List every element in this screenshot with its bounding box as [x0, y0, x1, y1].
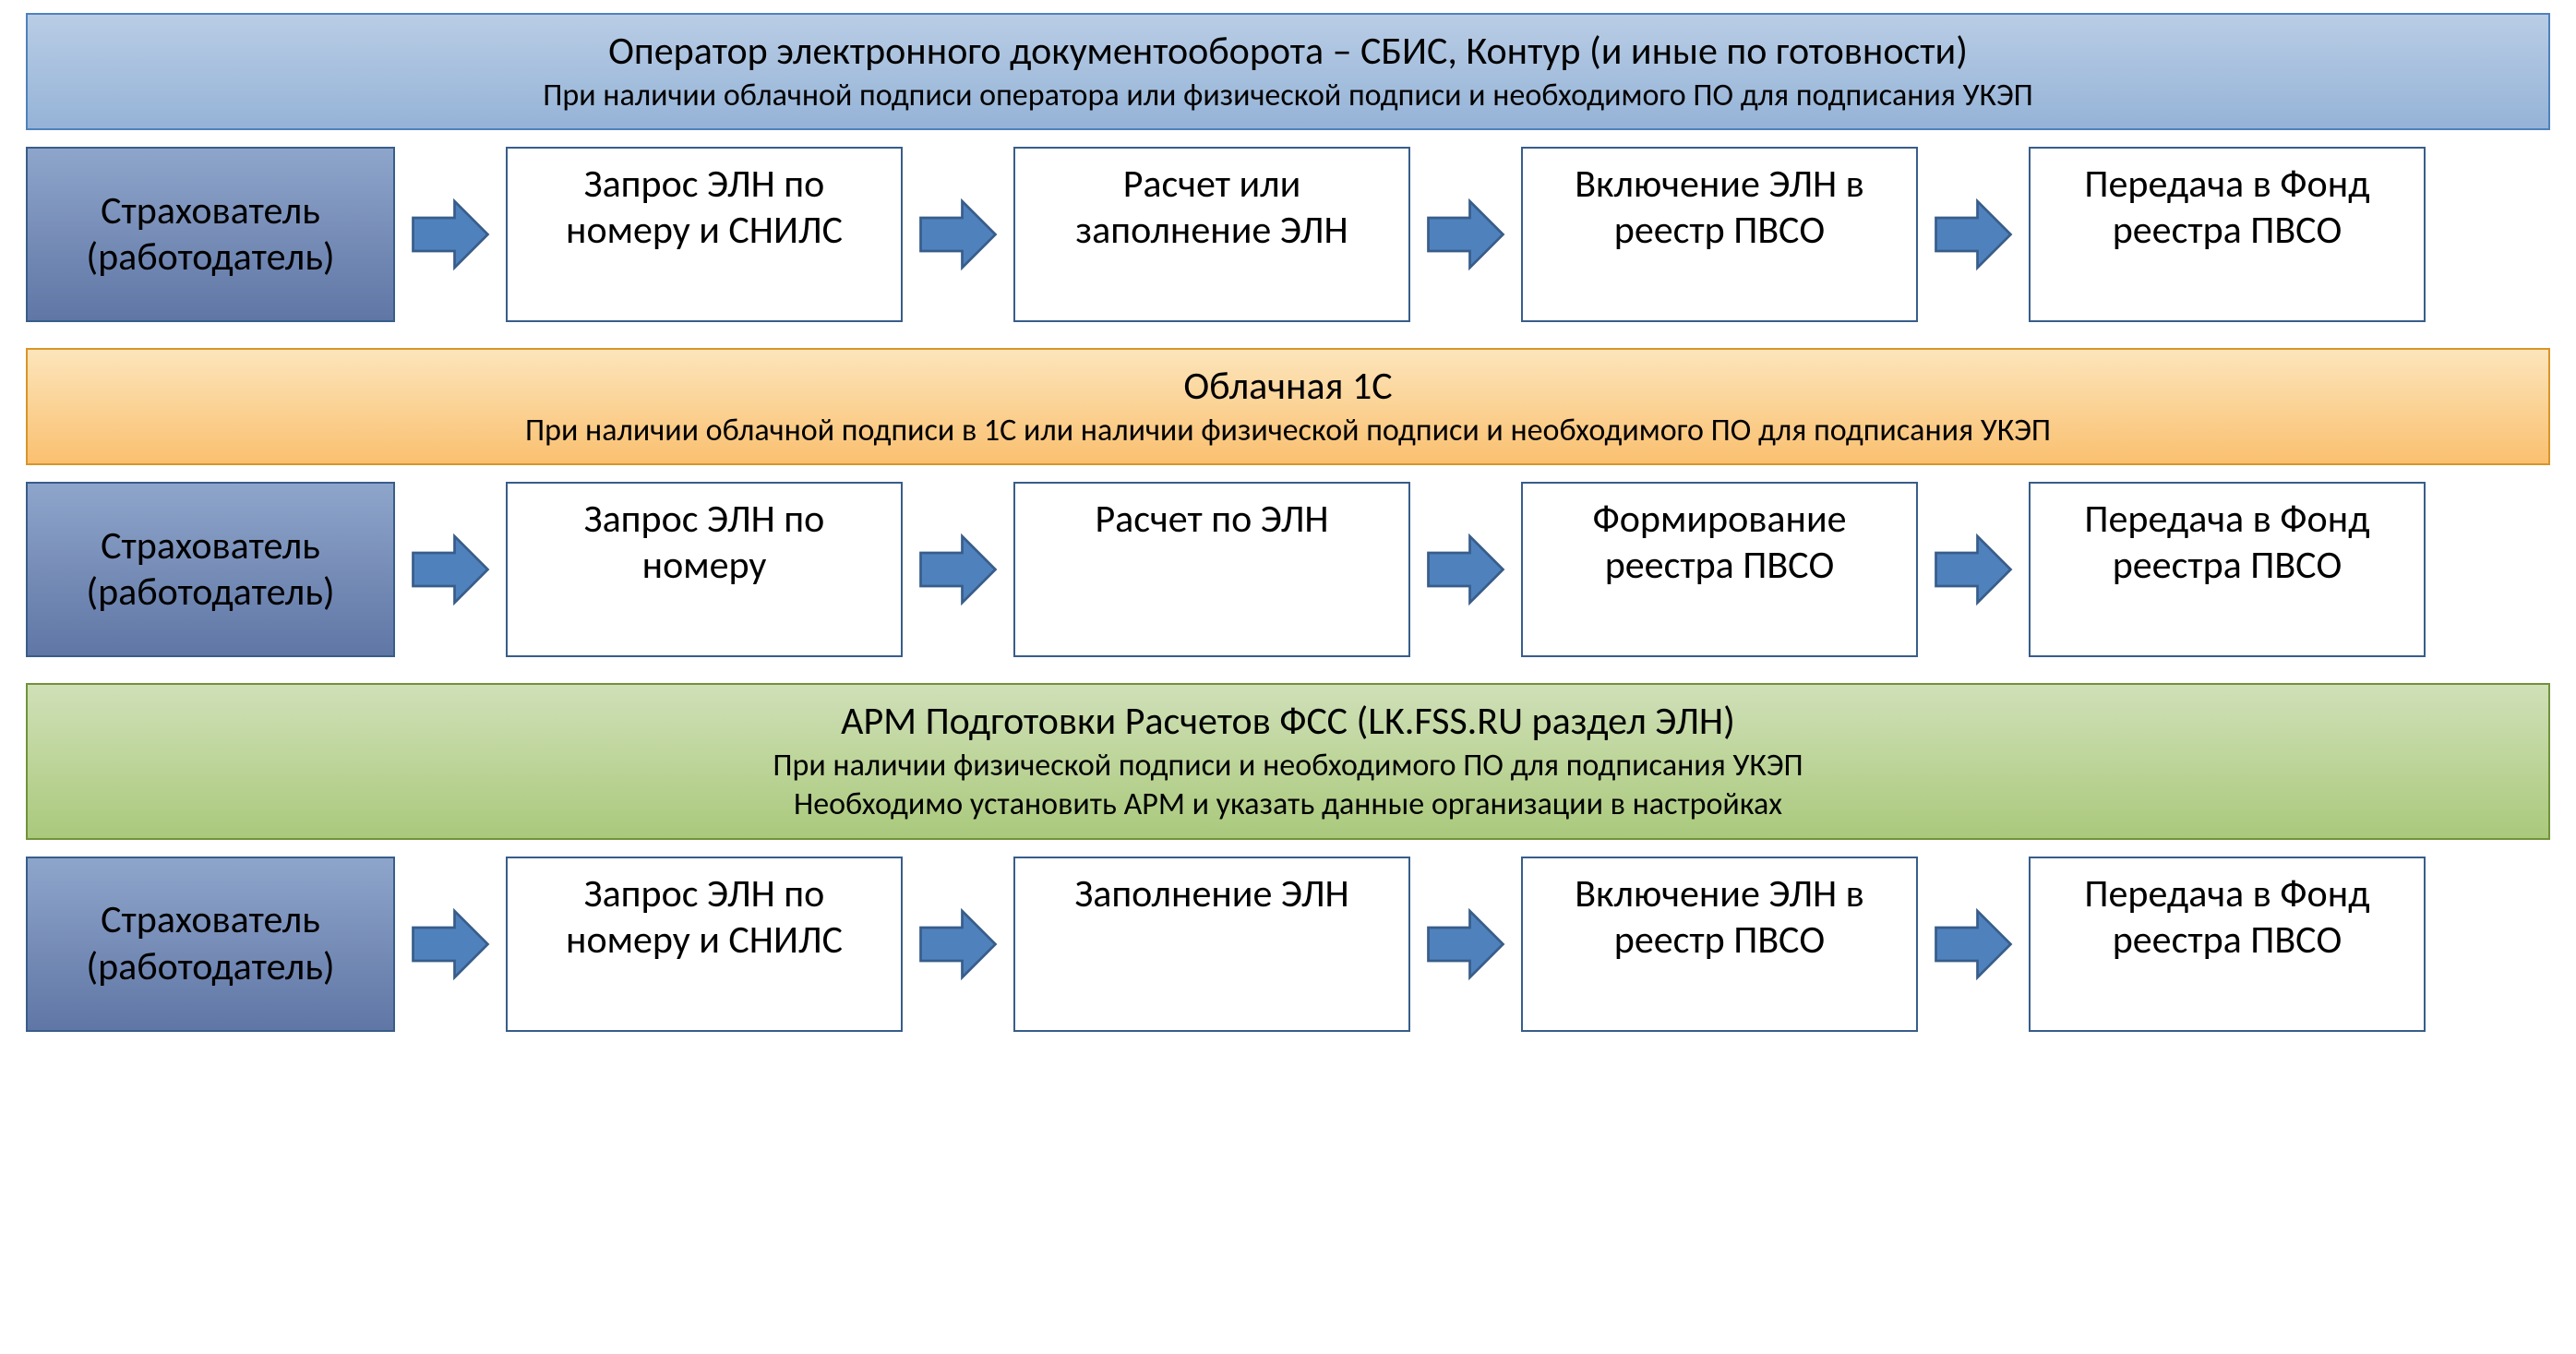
step-box: Включение ЭЛН в реестр ПВСО	[1521, 857, 1918, 1032]
arrow-right-icon	[409, 528, 492, 611]
step-box: Передача в Фонд реестра ПВСО	[2029, 857, 2426, 1032]
section-header: АРМ Подготовки Расчетов ФСС (LK.FSS.RU р…	[26, 683, 2550, 840]
section-title: АРМ Подготовки Расчетов ФСС (LK.FSS.RU р…	[46, 698, 2530, 747]
arrow-right-icon	[1932, 903, 2015, 986]
arrow-wrap	[1918, 857, 2029, 1032]
arrow-wrap	[1918, 482, 2029, 657]
step-box: Запрос ЭЛН по номеру и СНИЛС	[506, 857, 903, 1032]
section-subtitle: При наличии физической подписи и необход…	[46, 747, 2530, 786]
start-box: Страхователь (работодатель)	[26, 857, 395, 1032]
step-box: Передача в Фонд реестра ПВСО	[2029, 482, 2426, 657]
section-header: Облачная 1СПри наличии облачной подписи …	[26, 348, 2550, 465]
arrow-wrap	[395, 482, 506, 657]
flow-row: Страхователь (работодатель) Запрос ЭЛН п…	[26, 857, 2550, 1032]
section-edo: Оператор электронного документооборота –…	[26, 13, 2550, 322]
flow-row: Страхователь (работодатель) Запрос ЭЛН п…	[26, 147, 2550, 322]
arrow-right-icon	[917, 193, 1000, 276]
arrow-right-icon	[1424, 528, 1507, 611]
step-box: Запрос ЭЛН по номеру и СНИЛС	[506, 147, 903, 322]
step-box: Расчет по ЭЛН	[1013, 482, 1410, 657]
arrow-wrap	[903, 857, 1013, 1032]
step-box: Формирование реестра ПВСО	[1521, 482, 1918, 657]
arrow-wrap	[903, 147, 1013, 322]
section-cloud1c: Облачная 1СПри наличии облачной подписи …	[26, 348, 2550, 657]
section-subtitle: При наличии облачной подписи в 1С или на…	[46, 412, 2530, 451]
step-box: Передача в Фонд реестра ПВСО	[2029, 147, 2426, 322]
arrow-right-icon	[1424, 903, 1507, 986]
section-subtitle: При наличии облачной подписи оператора и…	[46, 77, 2530, 116]
arrow-right-icon	[409, 903, 492, 986]
section-arm: АРМ Подготовки Расчетов ФСС (LK.FSS.RU р…	[26, 683, 2550, 1032]
step-box: Включение ЭЛН в реестр ПВСО	[1521, 147, 1918, 322]
start-box: Страхователь (работодатель)	[26, 147, 395, 322]
flowchart-root: Оператор электронного документооборота –…	[26, 13, 2550, 1032]
section-subtitle-2: Необходимо установить АРМ и указать данн…	[46, 785, 2530, 825]
step-box: Запрос ЭЛН по номеру	[506, 482, 903, 657]
arrow-wrap	[1410, 857, 1521, 1032]
arrow-wrap	[1410, 482, 1521, 657]
arrow-wrap	[903, 482, 1013, 657]
arrow-wrap	[1410, 147, 1521, 322]
step-box: Заполнение ЭЛН	[1013, 857, 1410, 1032]
arrow-right-icon	[1424, 193, 1507, 276]
step-box: Расчет или заполнение ЭЛН	[1013, 147, 1410, 322]
arrow-right-icon	[917, 528, 1000, 611]
arrow-wrap	[395, 147, 506, 322]
section-title: Оператор электронного документооборота –…	[46, 28, 2530, 77]
arrow-wrap	[395, 857, 506, 1032]
arrow-right-icon	[1932, 193, 2015, 276]
arrow-wrap	[1918, 147, 2029, 322]
arrow-right-icon	[409, 193, 492, 276]
arrow-right-icon	[917, 903, 1000, 986]
section-header: Оператор электронного документооборота –…	[26, 13, 2550, 130]
section-title: Облачная 1С	[46, 363, 2530, 412]
start-box: Страхователь (работодатель)	[26, 482, 395, 657]
arrow-right-icon	[1932, 528, 2015, 611]
flow-row: Страхователь (работодатель) Запрос ЭЛН п…	[26, 482, 2550, 657]
